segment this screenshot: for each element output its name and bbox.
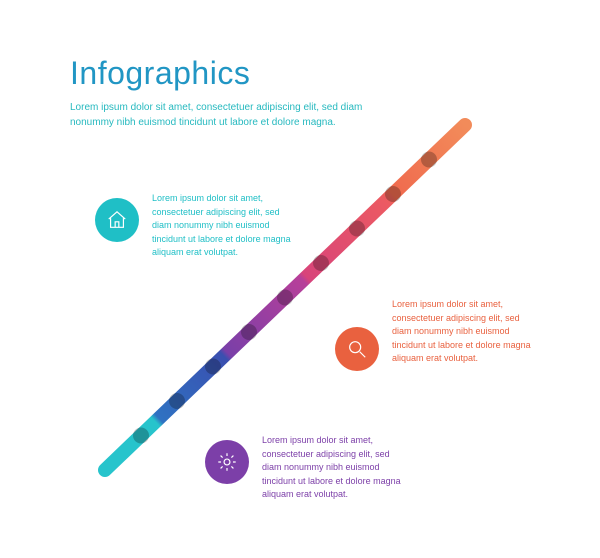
bar-dot	[241, 324, 257, 340]
home-icon	[106, 209, 128, 231]
bar-dot	[421, 152, 437, 168]
bar-dot	[313, 255, 329, 271]
search-icon-circle	[335, 327, 379, 371]
bar-dot	[349, 221, 365, 237]
item-gear-text: Lorem ipsum dolor sit amet, consectetuer…	[262, 434, 402, 502]
item-search-text: Lorem ipsum dolor sit amet, consectetuer…	[392, 298, 532, 366]
bar-dot	[205, 359, 221, 375]
gear-icon-circle	[205, 440, 249, 484]
search-icon	[346, 338, 368, 360]
item-home-text: Lorem ipsum dolor sit amet, consectetuer…	[152, 192, 292, 260]
bar-dot	[385, 186, 401, 202]
gear-icon	[216, 451, 238, 473]
home-icon-circle	[95, 198, 139, 242]
bar-dot	[133, 428, 149, 444]
bar-dot	[277, 290, 293, 306]
bar-dot	[169, 393, 185, 409]
